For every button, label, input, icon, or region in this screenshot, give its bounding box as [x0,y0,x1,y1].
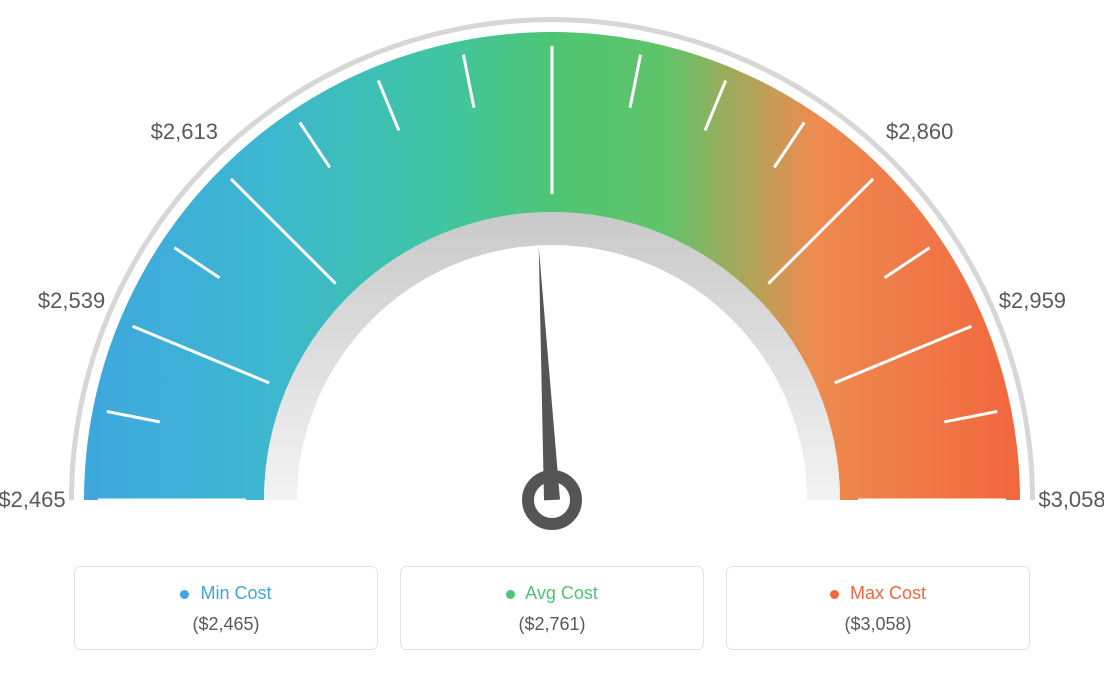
min-cost-title-text: Min Cost [201,583,272,603]
gauge-svg [0,0,1104,560]
gauge-tick-label: $2,539 [38,288,105,314]
gauge-needle [539,247,560,500]
max-cost-value: ($3,058) [739,614,1017,635]
gauge-tick-label: $2,465 [0,487,66,513]
avg-cost-title: Avg Cost [413,583,691,604]
gauge-chart: $2,465$2,539$2,613$2,761$2,860$2,959$3,0… [0,0,1104,560]
gauge-tick-label: $2,860 [886,119,953,145]
max-cost-title: Max Cost [739,583,1017,604]
min-cost-value: ($2,465) [87,614,365,635]
gauge-tick-label: $3,058 [1038,487,1104,513]
min-cost-title: Min Cost [87,583,365,604]
gauge-tick-label: $2,613 [151,119,218,145]
avg-cost-value: ($2,761) [413,614,691,635]
max-cost-title-text: Max Cost [850,583,926,603]
min-cost-dot [180,590,189,599]
avg-cost-card: Avg Cost ($2,761) [400,566,704,650]
max-cost-card: Max Cost ($3,058) [726,566,1030,650]
cost-cards-row: Min Cost ($2,465) Avg Cost ($2,761) Max … [0,566,1104,650]
min-cost-card: Min Cost ($2,465) [74,566,378,650]
avg-cost-title-text: Avg Cost [525,583,598,603]
max-cost-dot [830,590,839,599]
avg-cost-dot [506,590,515,599]
gauge-tick-label: $2,959 [999,288,1066,314]
